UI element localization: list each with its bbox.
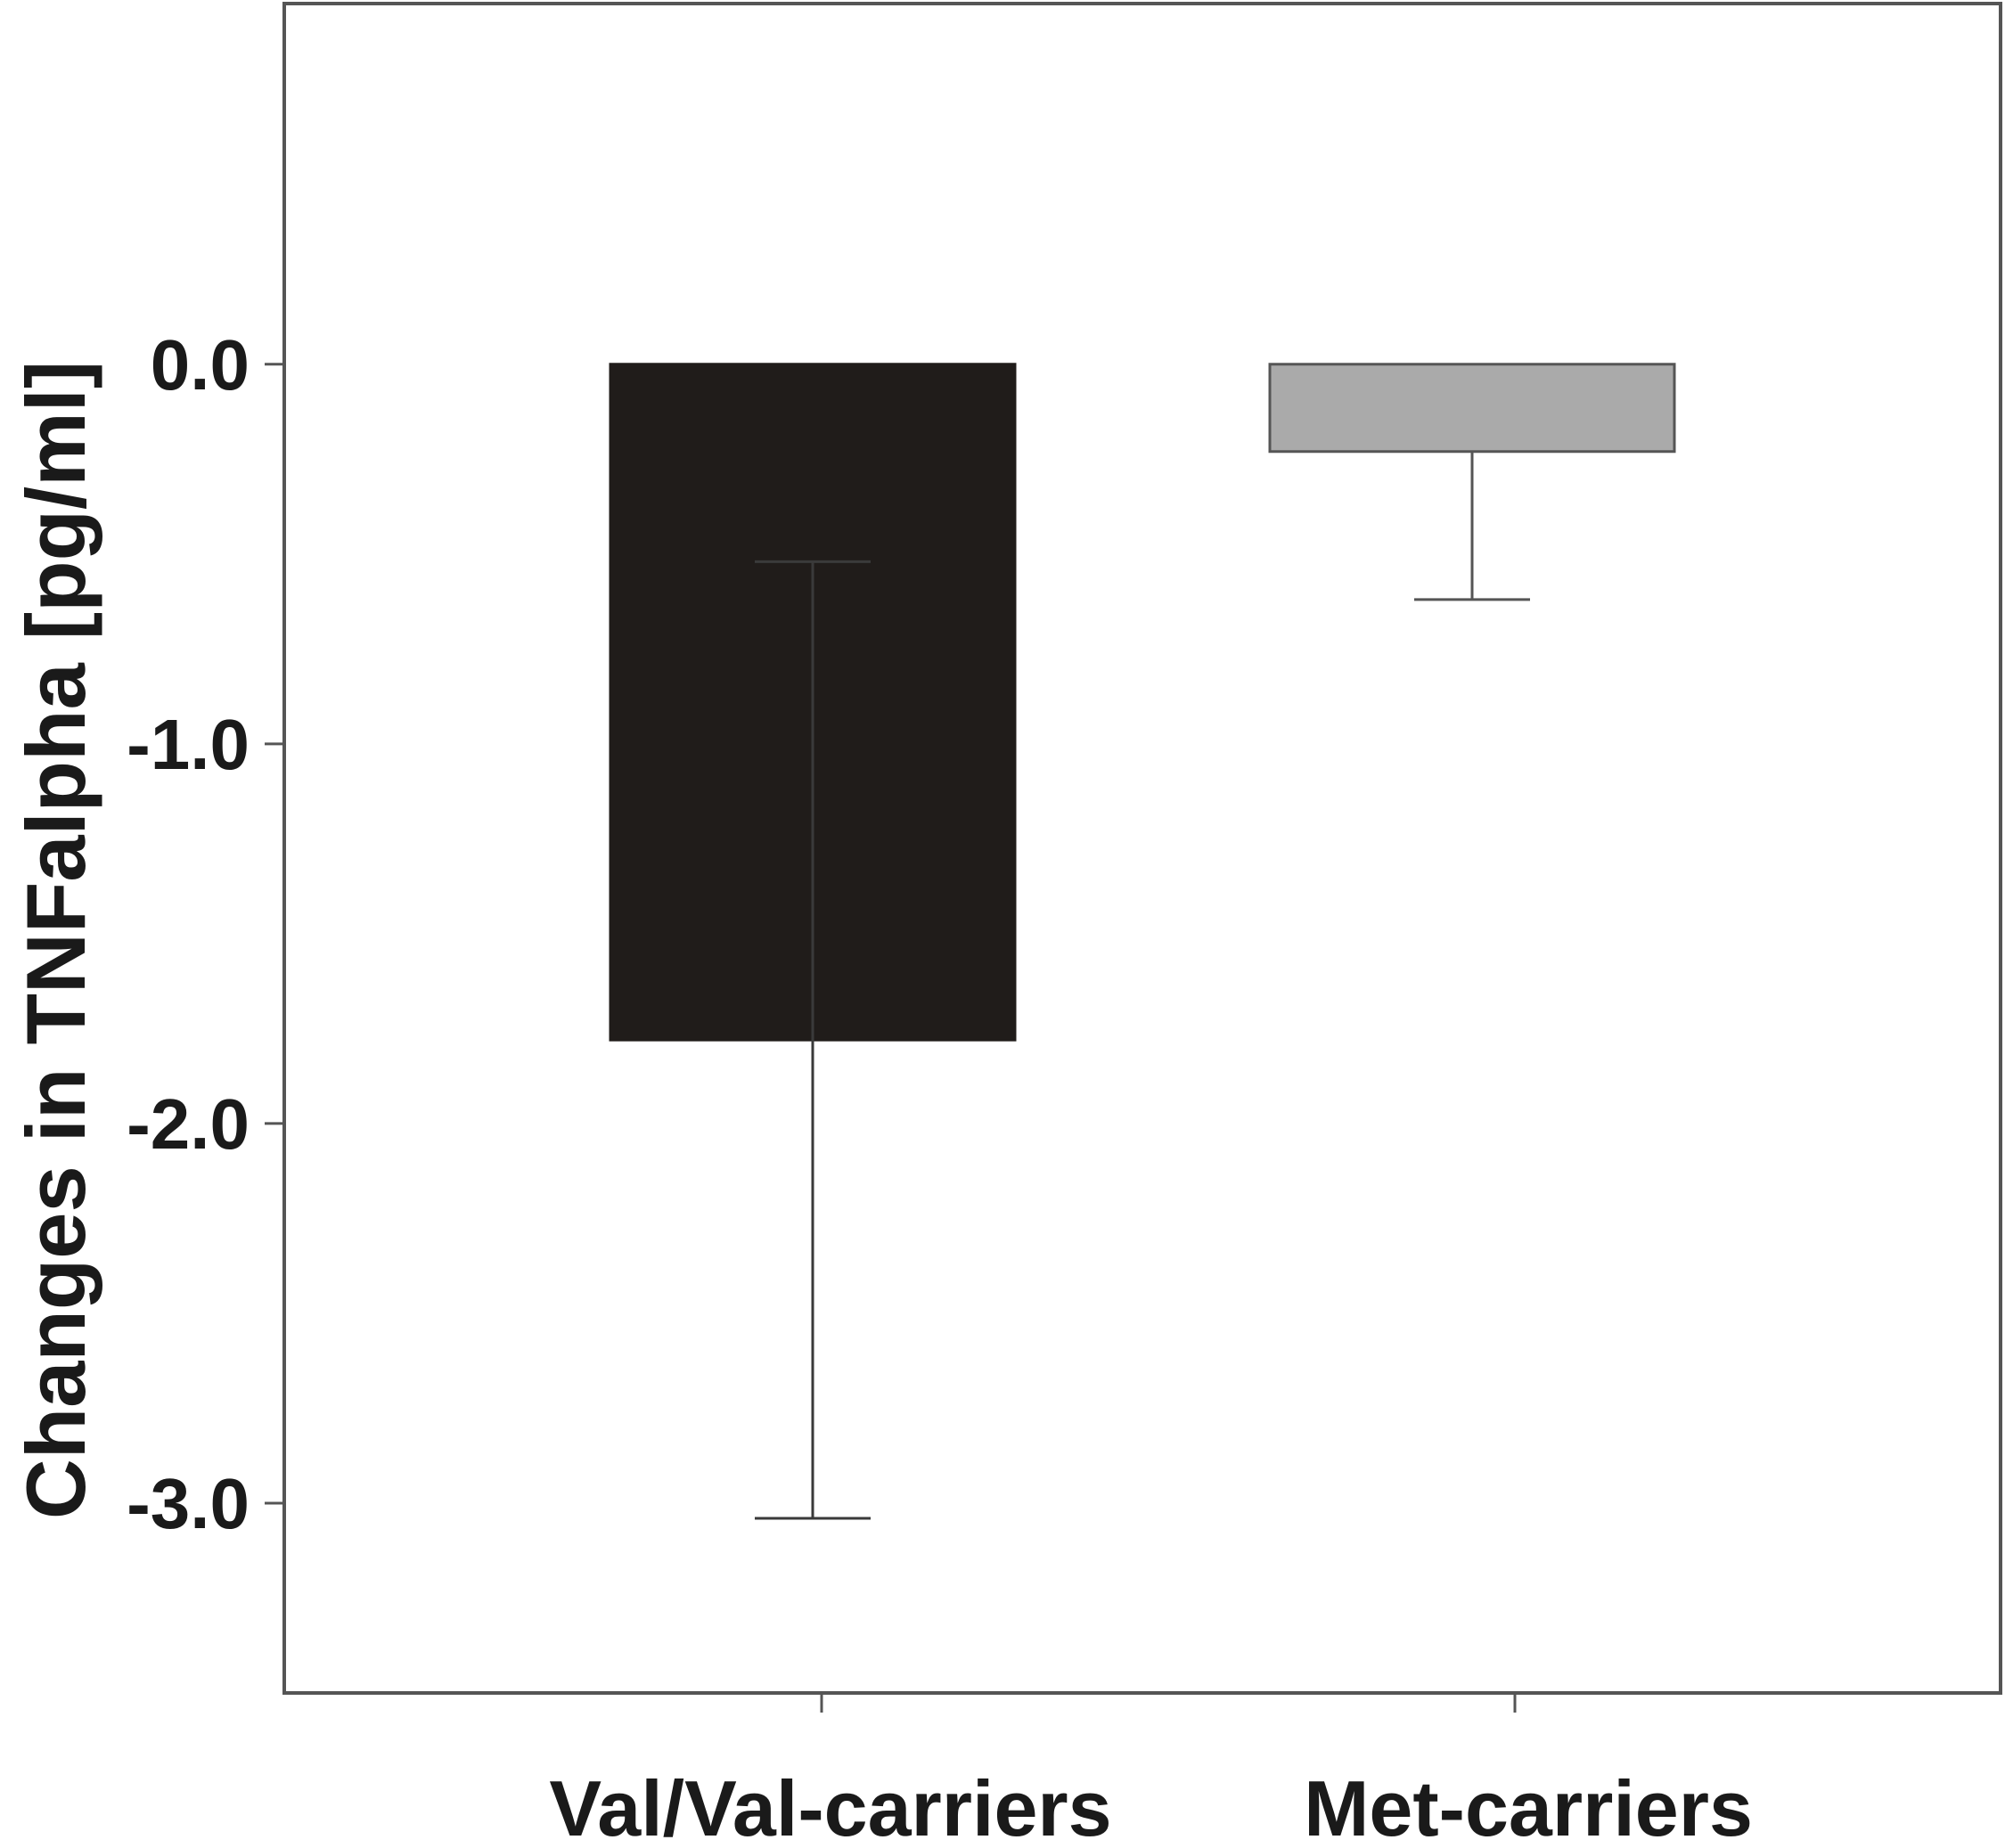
error-bars-layer [755,451,1530,1520]
y-axis-title: Changes in TNFalpha [pg/ml] [9,361,102,1519]
y-tick-label: 0.0 [151,325,250,405]
bar-met-carriers [1268,363,1676,454]
x-category-label: Val/Val-carriers [549,1764,1111,1848]
y-axis-ticks: 0.0 -1.0 -2.0 -3.0 [127,325,284,1543]
y-tick-label: -1.0 [127,705,250,784]
x-axis-ticks: Val/Val-carriers Met-carriers [549,1693,1753,1848]
plot-area-frame [282,2,2002,1695]
y-tick-label: -3.0 [127,1464,250,1543]
y-tick-label: -2.0 [127,1084,250,1164]
bars-layer [609,363,1676,1042]
x-category-label: Met-carriers [1304,1764,1753,1848]
